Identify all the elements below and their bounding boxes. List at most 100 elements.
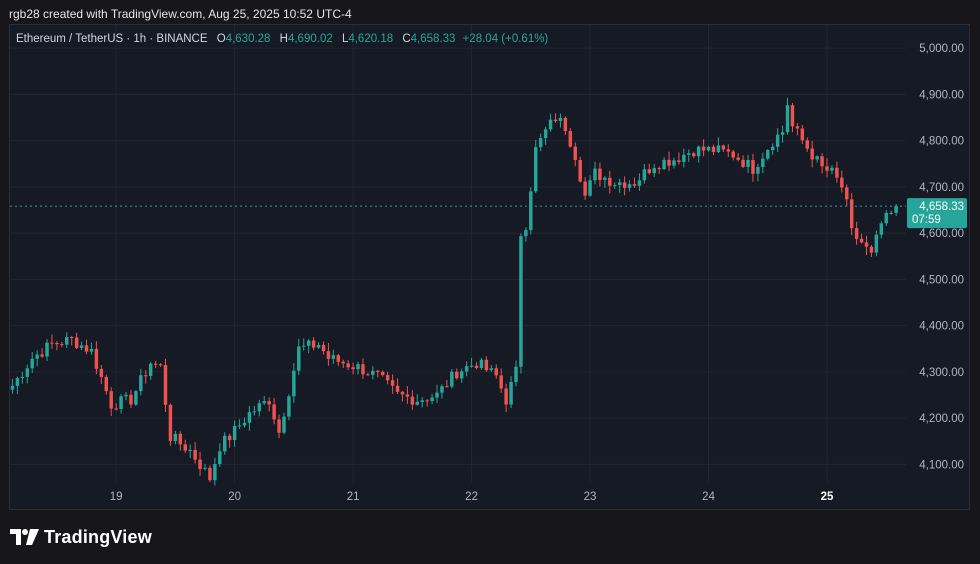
high-key: H (279, 33, 288, 45)
candle-body (682, 154, 686, 162)
candle-body (637, 180, 642, 186)
y-tick-label: 4,100.00 (919, 459, 964, 471)
candle-body (15, 378, 20, 386)
candle-body (756, 167, 760, 174)
candle-body (173, 433, 178, 441)
candle-body (158, 364, 163, 366)
candle-body (395, 385, 400, 392)
candle-body (509, 381, 513, 405)
candle-body (642, 169, 647, 181)
candle-body (400, 391, 405, 395)
candle-body (657, 168, 661, 170)
candle-body (474, 365, 479, 368)
candle-body (385, 375, 390, 381)
x-tick-label: 19 (110, 491, 123, 503)
candle-body (371, 370, 375, 375)
candle-body (104, 376, 108, 392)
candle-body (321, 344, 326, 352)
x-tick-label: 24 (702, 491, 715, 503)
candle-body (864, 242, 869, 247)
grid-lines (10, 25, 906, 482)
candle-body (341, 361, 345, 364)
candle-body (242, 422, 247, 426)
candle-body (74, 337, 79, 348)
candle-body (336, 355, 341, 362)
candle-body (716, 145, 721, 152)
candle-body (761, 158, 765, 168)
candle-body (450, 371, 454, 387)
candle-body (232, 425, 237, 441)
candle-body (854, 228, 859, 239)
candle-body (376, 370, 380, 372)
candle-body (884, 212, 888, 224)
candle-body (706, 146, 711, 151)
y-tick-label: 4,700.00 (919, 182, 964, 194)
candle-body (153, 363, 158, 365)
candle-body (632, 184, 637, 186)
candle-body (292, 370, 296, 397)
change-value: +28.04 (+0.61%) (462, 33, 549, 45)
candle-body (548, 119, 553, 130)
candle-body (795, 126, 800, 129)
candle-body (139, 375, 143, 392)
candle-body (148, 363, 153, 376)
candle-body (874, 234, 879, 253)
candle-body (267, 401, 271, 405)
candle-body (785, 105, 790, 133)
symbol-label: Ethereum / TetherUS · 1h · BINANCE (16, 33, 208, 45)
candle-body (598, 168, 602, 180)
brand-name: TradingView (44, 526, 152, 547)
candle-body (257, 403, 262, 412)
candle-body (65, 337, 69, 345)
candle-body (815, 156, 819, 160)
tradingview-logo[interactable]: TradingView (10, 526, 152, 548)
candle-body (662, 159, 666, 170)
candle-body (425, 400, 429, 402)
candle-body (168, 404, 173, 441)
y-tick-label: 4,200.00 (919, 413, 964, 425)
last-price-label: 4,658.33 (919, 201, 964, 213)
candle-body (287, 396, 291, 417)
candle-body (193, 449, 197, 460)
candle-body (529, 191, 533, 231)
candle-body (272, 404, 276, 420)
candle-body (144, 375, 148, 377)
candle-body (810, 148, 814, 160)
candle-body (435, 392, 439, 398)
time-axis: 19 20 21 22 23 24 25 (110, 491, 834, 503)
candle-body (410, 396, 415, 405)
y-tick-label: 4,600.00 (919, 228, 964, 240)
candle-body (859, 238, 864, 243)
candle-body (751, 159, 755, 174)
x-tick-label: 25 (821, 491, 834, 503)
candle-body (405, 394, 410, 397)
candle-body (302, 345, 306, 347)
candle-body (445, 386, 449, 388)
last-price-tag: 4,658.33 07:59 (907, 198, 967, 229)
candle-body (835, 167, 839, 178)
candle-body (55, 343, 59, 345)
candle-body (775, 134, 780, 147)
candle-body (691, 153, 696, 157)
candle-body (534, 147, 538, 192)
candle-body (306, 340, 311, 346)
candle-body (247, 412, 252, 423)
candle-body (711, 146, 716, 152)
y-tick-label: 4,500.00 (919, 274, 964, 286)
candle-body (129, 394, 133, 405)
candle-body (252, 411, 257, 413)
candle-body (356, 364, 360, 370)
countdown-label: 07:59 (912, 214, 941, 226)
candle-body (608, 177, 612, 186)
candle-body (766, 150, 770, 159)
candle-body (667, 159, 671, 166)
candle-body (677, 160, 681, 162)
ohlc-legend: Ethereum / TetherUS · 1h · BINANCE O4,63… (16, 33, 548, 45)
candle-body (869, 246, 874, 253)
candle-body (563, 117, 568, 132)
candle-body (479, 359, 484, 368)
candle-body (770, 146, 775, 151)
candle-body (430, 397, 434, 402)
candle-body (459, 371, 464, 379)
